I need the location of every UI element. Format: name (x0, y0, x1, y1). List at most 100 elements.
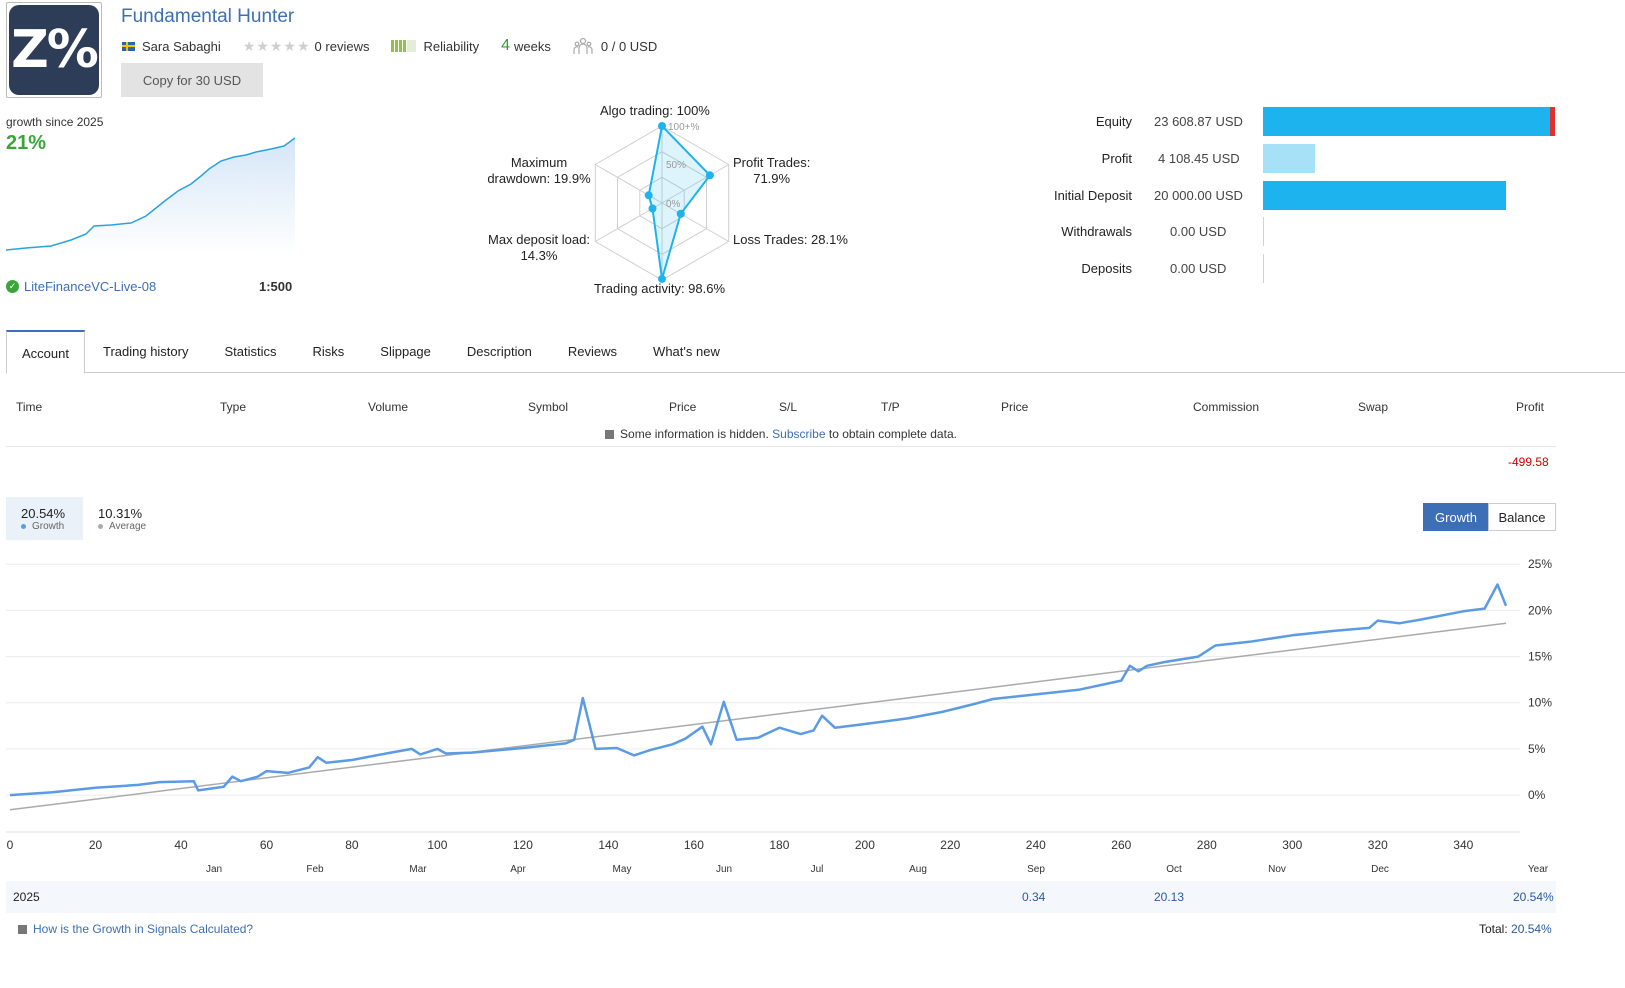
x-tick-label: 140 (598, 838, 618, 852)
x-tick-label: 160 (684, 838, 704, 852)
col-commission: Commission (1193, 400, 1260, 414)
equity-bar (1263, 107, 1550, 136)
month-label: Nov (1268, 864, 1286, 875)
col-swap: Swap (1358, 400, 1389, 414)
radar-scale-0: 0% (666, 199, 681, 210)
total-label: Total: (1479, 922, 1508, 936)
balance-toggle-button[interactable]: Balance (1488, 503, 1556, 531)
legend-average[interactable]: 10.31% Average (98, 506, 146, 532)
tab-account[interactable]: Account (6, 330, 85, 374)
legend-growth-value: 20.54% (21, 506, 66, 521)
tab-slippage[interactable]: Slippage (380, 344, 431, 359)
mini-growth-area (6, 138, 295, 255)
radar-point (676, 209, 685, 218)
deposits-value: 0.00 USD (1170, 261, 1227, 276)
legend-average-value: 10.31% (98, 506, 143, 521)
legend-growth[interactable]: 20.54% Growth (6, 497, 83, 540)
author[interactable]: Sara Sabaghi (122, 39, 221, 54)
rating[interactable]: ★★★★★ 0 reviews (243, 38, 370, 55)
year-label: 2025 (13, 890, 40, 904)
deposits-row: Deposits 0.00 USD (1000, 254, 1560, 284)
signal-title[interactable]: Fundamental Hunter (121, 6, 295, 27)
x-tick-label: 180 (769, 838, 789, 852)
y-tick-label: 10% (1528, 696, 1552, 710)
growth-since-value: 21% (6, 132, 47, 154)
year-value-oct[interactable]: 20.13 (1154, 890, 1185, 904)
series-line-growth (9, 583, 1508, 797)
x-tick-label: 0 (7, 838, 14, 852)
server-name[interactable]: LiteFinanceVC-Live-08 (24, 279, 157, 294)
tab-trading-history[interactable]: Trading history (102, 344, 189, 359)
radar-label-profit-2: 71.9% (753, 171, 791, 186)
x-tick-label: 40 (174, 838, 188, 852)
tab-bar: Account Trading history Statistics Risks… (6, 330, 1625, 374)
radar-label-deposit-load-1: Max deposit load: (488, 232, 590, 247)
radar-label-algo: Algo trading: 100% (600, 103, 710, 118)
radar-scale-50: 50% (666, 160, 686, 171)
initial-deposit-value: 20 000.00 USD (1154, 188, 1243, 203)
col-tp: T/P (881, 400, 900, 414)
series-line-average (9, 622, 1507, 811)
x-tick-label: 20 (89, 838, 103, 852)
growth-calculation-link[interactable]: How is the Growth in Signals Calculated? (18, 922, 253, 936)
year-value-sep[interactable]: 0.34 (1022, 890, 1046, 904)
legend-growth-dot-icon (21, 524, 26, 529)
subscribe-link[interactable]: Subscribe (772, 427, 826, 441)
hidden-info-suffix: to obtain complete data. (828, 427, 957, 441)
tab-description[interactable]: Description (466, 344, 532, 359)
subscribers: 0 / 0 USD (573, 37, 657, 55)
table-divider (6, 446, 1556, 447)
x-tick-label: 220 (940, 838, 960, 852)
legend-average-label: Average (109, 521, 147, 532)
radar-label-activity: Trading activity: 98.6% (594, 281, 726, 296)
lock-icon (605, 430, 615, 439)
tab-whats-new[interactable]: What's new (653, 344, 720, 359)
growth-toggle-button[interactable]: Growth (1423, 503, 1489, 531)
y-tick-label: 0% (1528, 788, 1546, 802)
reviews-count[interactable]: 0 reviews (314, 38, 370, 54)
radar-point (658, 122, 666, 130)
month-label: Jul (811, 864, 824, 875)
tab-risks[interactable]: Risks (312, 344, 345, 359)
month-label: May (613, 864, 632, 875)
year-row (6, 881, 1556, 913)
mini-growth-line (6, 137, 296, 251)
tab-statistics[interactable]: Statistics (224, 344, 277, 359)
legend-growth-label: Growth (32, 521, 65, 532)
initial-deposit-row: Initial Deposit 20 000.00 USD (1000, 181, 1560, 211)
radar-axis (661, 202, 729, 242)
month-label: Oct (1166, 864, 1182, 875)
col-time: Time (16, 400, 43, 414)
radar-label-deposit-load: Max deposit load: 14.3% (484, 232, 594, 264)
month-label: Dec (1371, 864, 1389, 875)
col-sl: S/L (779, 400, 798, 414)
signal-logo: Z% (6, 2, 102, 98)
withdrawals-value: 0.00 USD (1170, 224, 1227, 239)
withdrawals-row: Withdrawals 0.00 USD (1000, 217, 1560, 247)
growth-calculation-text[interactable]: How is the Growth in Signals Calculated? (33, 922, 254, 936)
hidden-info-notice: Some information is hidden. Subscribe to… (0, 427, 1562, 441)
growth-chart: 0 20 40 60 80 100 120 140 160 180 200 220 240 260 280 3… (6, 557, 1552, 875)
radar-point (648, 204, 657, 213)
radar-label-drawdown-2: drawdown: 19.9% (487, 171, 591, 186)
profit-label: Profit (1101, 151, 1132, 166)
month-label: Jun (716, 864, 732, 875)
author-name[interactable]: Sara Sabaghi (142, 38, 221, 54)
tab-reviews[interactable]: Reviews (567, 344, 618, 359)
month-label: Mar (409, 864, 427, 875)
reliability-bars-icon (391, 40, 417, 52)
radar-label-loss: Loss Trades: 28.1% (733, 232, 848, 247)
x-tick-label: 60 (260, 838, 274, 852)
reliability: Reliability (391, 39, 479, 54)
year-value-total[interactable]: 20.54% (1513, 890, 1554, 904)
x-tick-label: 240 (1026, 838, 1046, 852)
copy-button[interactable]: Copy for 30 USD (121, 63, 263, 97)
withdrawals-bar (1263, 217, 1264, 246)
reliability-label: Reliability (423, 38, 480, 54)
x-tick-label: 320 (1368, 838, 1388, 852)
deposits-bar (1263, 254, 1264, 283)
server-link[interactable]: ✓ LiteFinanceVC-Live-08 (6, 279, 156, 294)
col-symbol: Symbol (528, 400, 569, 414)
deposits-label: Deposits (1081, 261, 1132, 276)
initial-deposit-label: Initial Deposit (1053, 188, 1132, 203)
